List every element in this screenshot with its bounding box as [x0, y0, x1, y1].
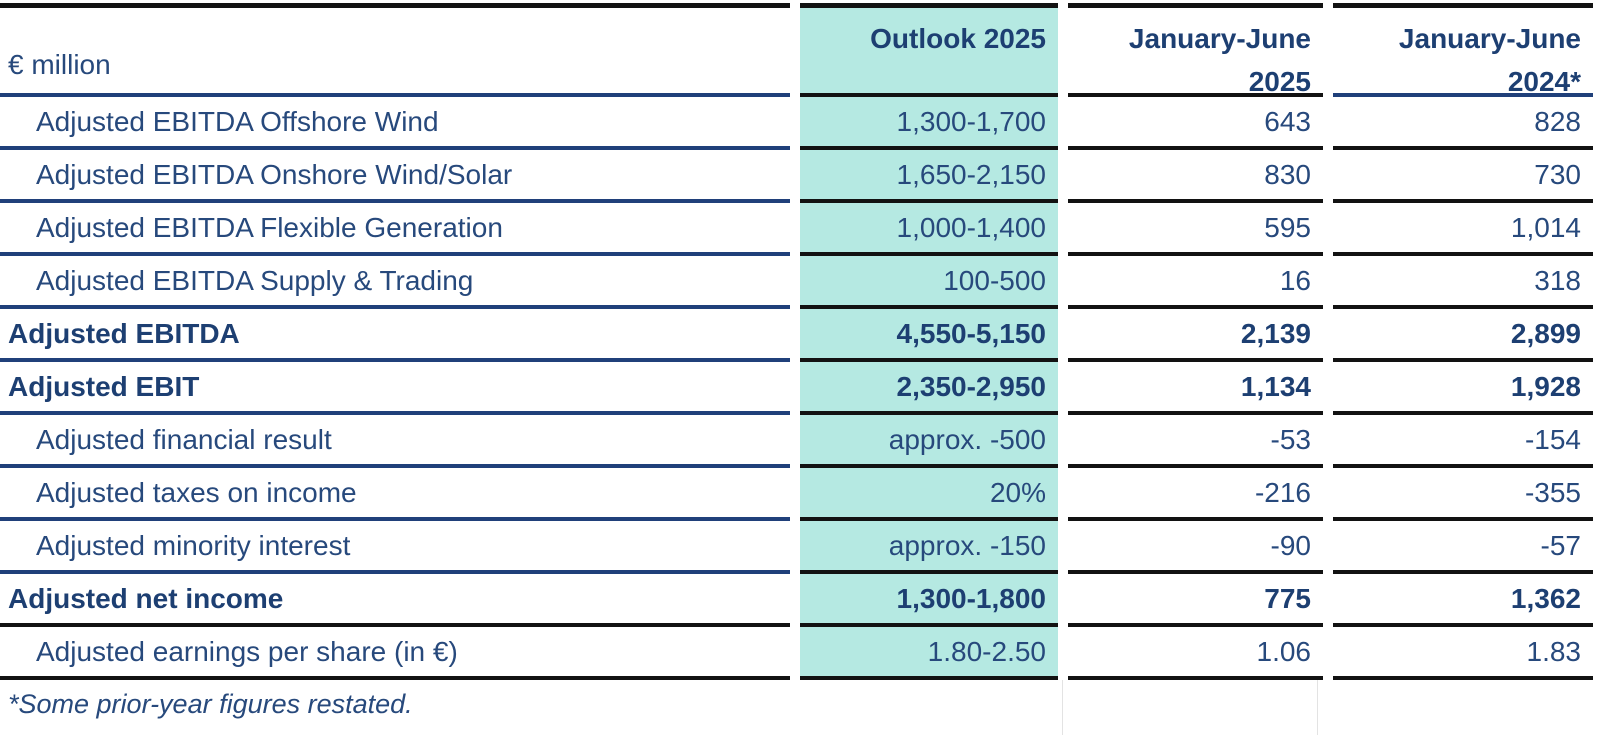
row-label: Adjusted EBITDA Offshore Wind	[0, 97, 790, 150]
row-label: Adjusted EBITDA	[0, 309, 790, 362]
outlook-2025-value: 1,650-2,150	[800, 150, 1058, 203]
outlook-2025-value: approx. -150	[800, 521, 1058, 574]
jan-jun-2024-value: 1,928	[1333, 362, 1593, 415]
financial-outlook-table: € million Outlook 2025 January-June 2025…	[0, 3, 1593, 732]
row-label: Adjusted EBITDA Onshore Wind/Solar	[0, 150, 790, 203]
footer-spacer	[800, 680, 1058, 732]
row-label: Adjusted earnings per share (in €)	[0, 627, 790, 680]
footer-spacer	[1068, 680, 1323, 732]
footer-spacer	[1333, 680, 1593, 732]
jan-jun-2024-value: -57	[1333, 521, 1593, 574]
outlook-2025-value: 2,350-2,950	[800, 362, 1058, 415]
jan-jun-2024-value: 318	[1333, 256, 1593, 309]
jan-jun-2024-value: 730	[1333, 150, 1593, 203]
row-label: Adjusted minority interest	[0, 521, 790, 574]
row-label: Adjusted EBITDA Supply & Trading	[0, 256, 790, 309]
jan-jun-2024-value: -154	[1333, 415, 1593, 468]
column-header-jan-jun-2025: January-June 2025	[1068, 3, 1323, 97]
outlook-2025-value: 20%	[800, 468, 1058, 521]
jan-jun-2025-value: -53	[1068, 415, 1323, 468]
jan-jun-2025-value: -90	[1068, 521, 1323, 574]
outlook-2025-value: 1.80-2.50	[800, 627, 1058, 680]
jan-jun-2025-value: 2,139	[1068, 309, 1323, 362]
jan-jun-2025-value: 775	[1068, 574, 1323, 627]
outlook-2025-value: 4,550-5,150	[800, 309, 1058, 362]
jan-jun-2024-value: 828	[1333, 97, 1593, 150]
jan-jun-2025-value: 830	[1068, 150, 1323, 203]
outlook-2025-value: 1,300-1,700	[800, 97, 1058, 150]
jan-jun-2025-value: 595	[1068, 203, 1323, 256]
jan-jun-2025-value: 1,134	[1068, 362, 1323, 415]
jan-jun-2025-value: 1.06	[1068, 627, 1323, 680]
unit-label: € million	[0, 3, 790, 97]
jan-jun-2024-value: 1,014	[1333, 203, 1593, 256]
row-label: Adjusted taxes on income	[0, 468, 790, 521]
jan-jun-2024-value: -355	[1333, 468, 1593, 521]
column-header-jan-jun-2024: January-June 2024*	[1333, 3, 1593, 97]
jan-jun-2024-value: 1.83	[1333, 627, 1593, 680]
jan-jun-2025-value: 16	[1068, 256, 1323, 309]
column-header-outlook-2025: Outlook 2025	[800, 3, 1058, 97]
column-gutter-line	[1062, 680, 1063, 735]
row-label: Adjusted net income	[0, 574, 790, 627]
footnote: *Some prior-year figures restated.	[8, 689, 413, 719]
row-label: Adjusted EBITDA Flexible Generation	[0, 203, 790, 256]
row-label: Adjusted financial result	[0, 415, 790, 468]
outlook-2025-value: 1,000-1,400	[800, 203, 1058, 256]
jan-jun-2025-value: -216	[1068, 468, 1323, 521]
outlook-2025-value: 1,300-1,800	[800, 574, 1058, 627]
jan-jun-2024-value: 1,362	[1333, 574, 1593, 627]
outlook-2025-value: approx. -500	[800, 415, 1058, 468]
jan-jun-2024-value: 2,899	[1333, 309, 1593, 362]
row-label: Adjusted EBIT	[0, 362, 790, 415]
column-gutter-line	[1317, 680, 1318, 735]
jan-jun-2025-value: 643	[1068, 97, 1323, 150]
outlook-2025-value: 100-500	[800, 256, 1058, 309]
